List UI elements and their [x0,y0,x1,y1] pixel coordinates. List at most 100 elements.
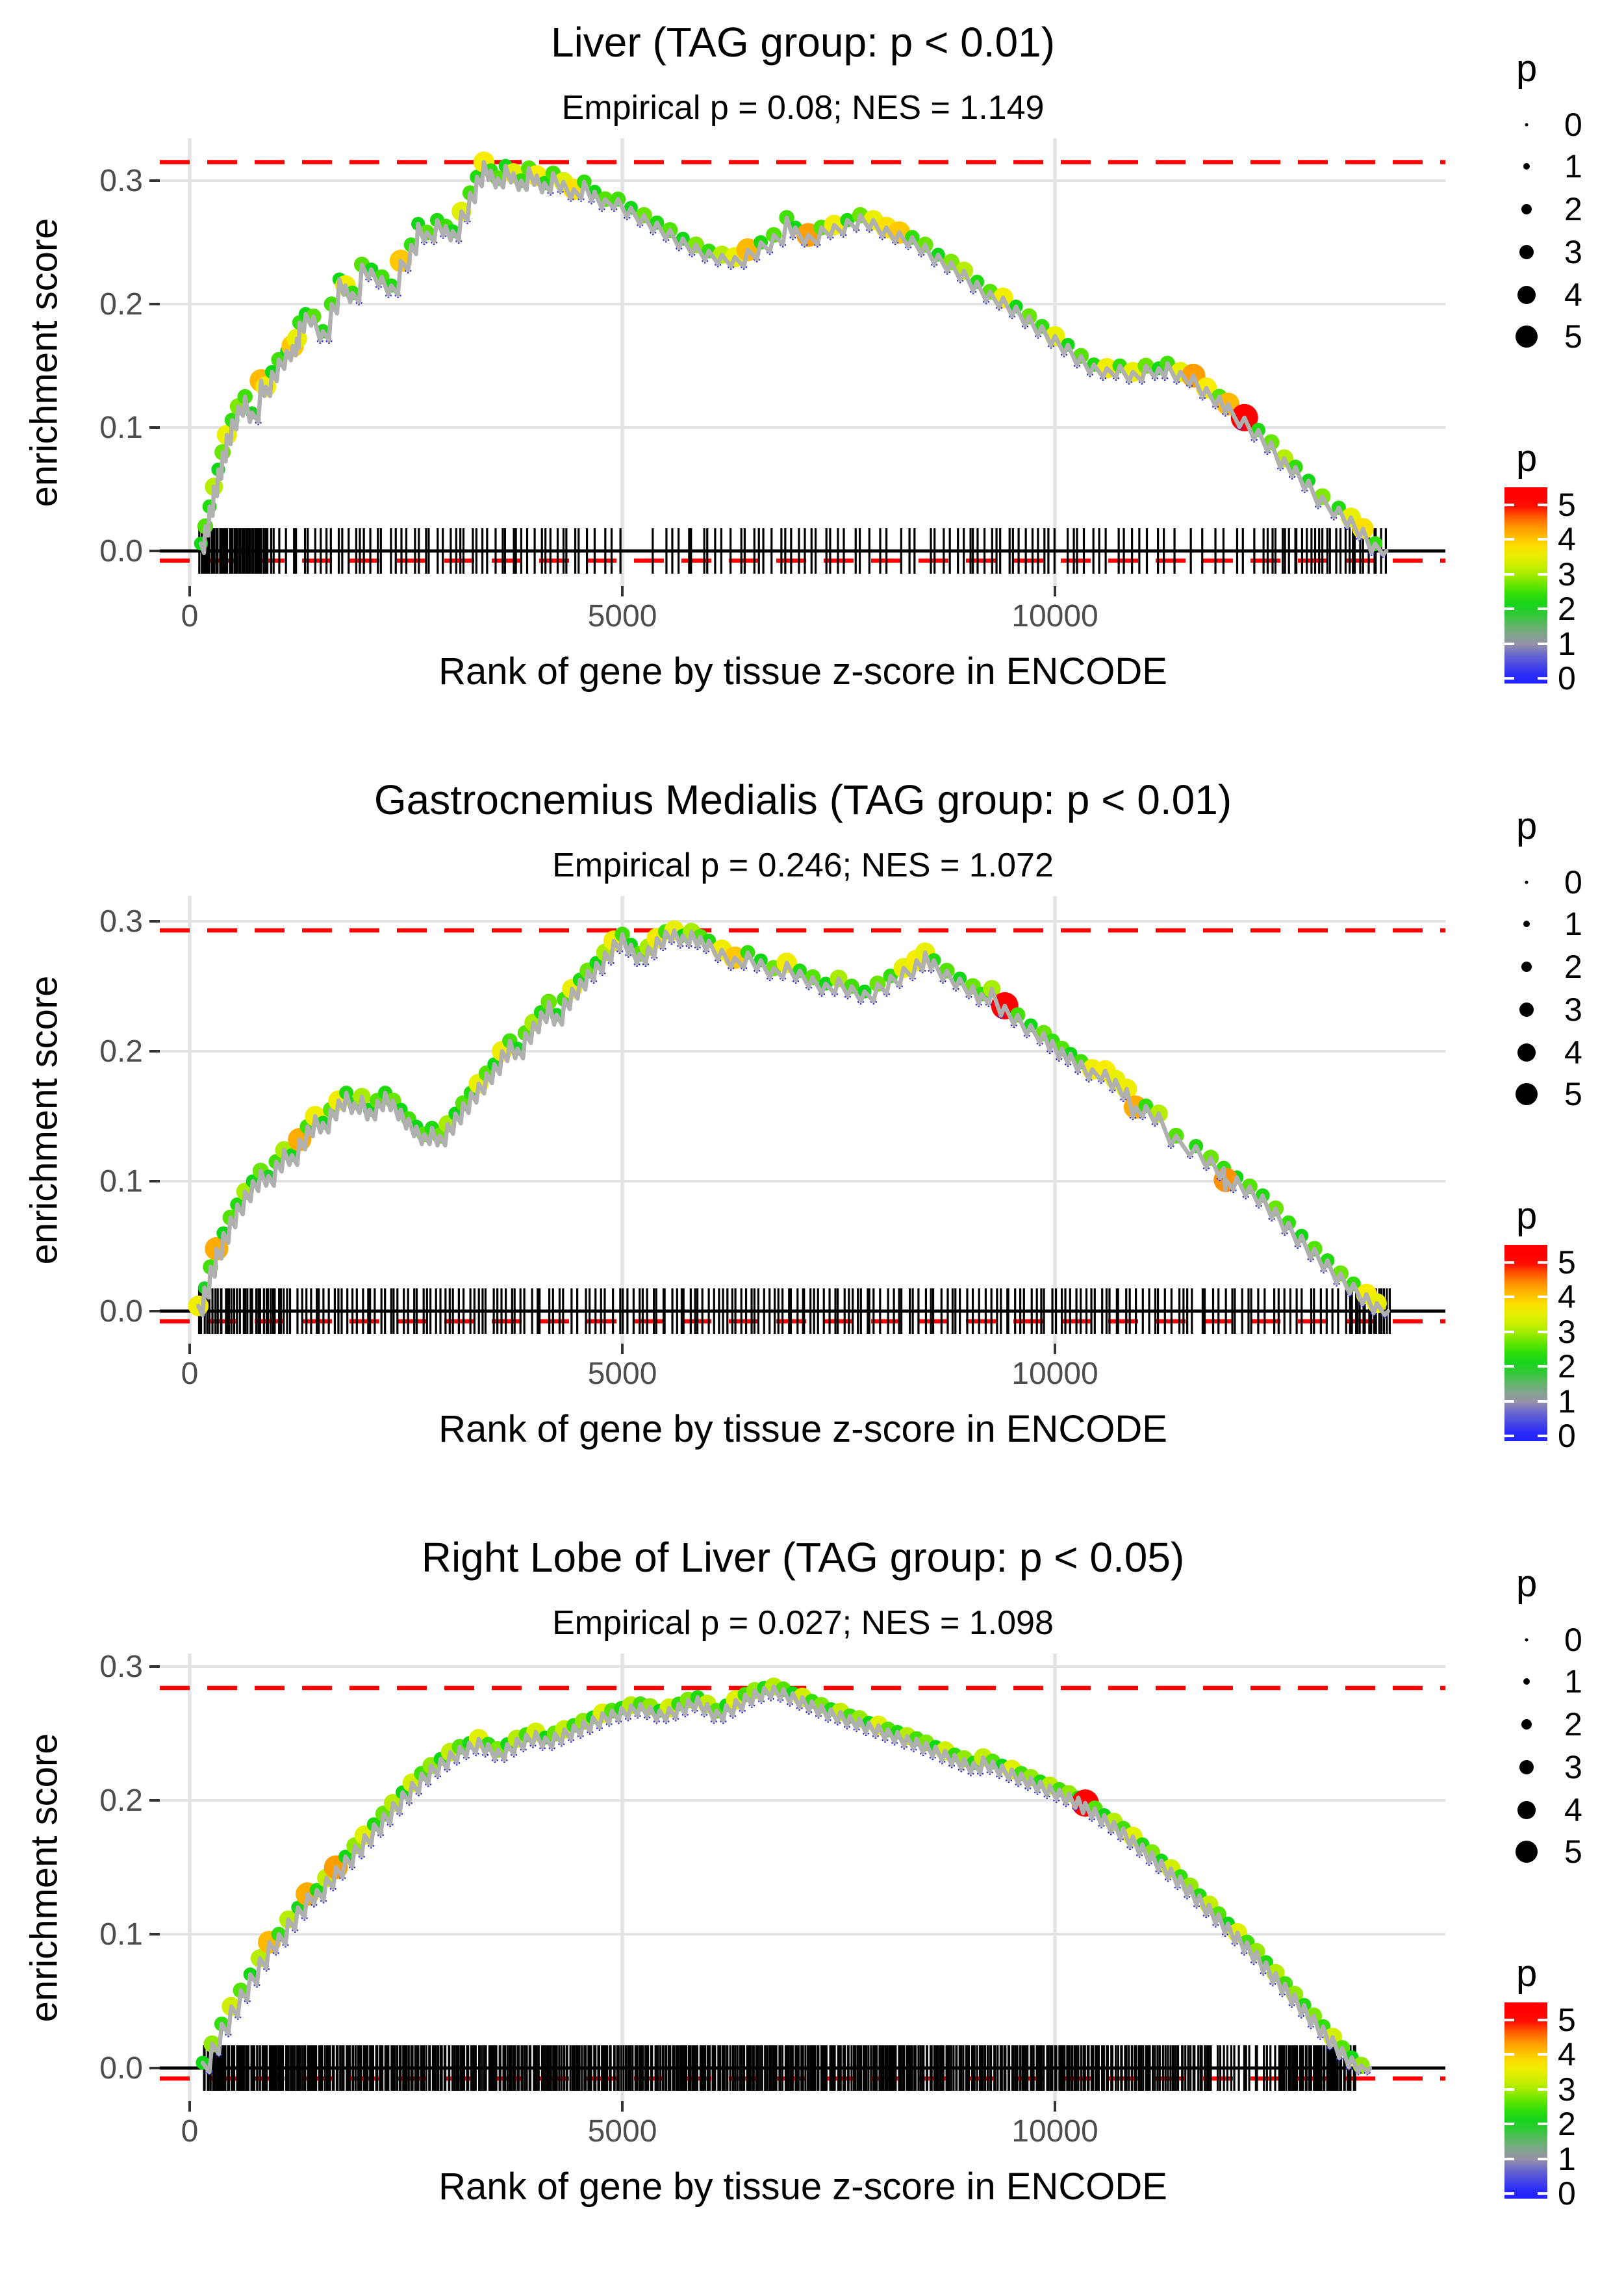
trough-dot [642,960,650,967]
panel-subtitle: Empirical p = 0.246; NES = 1.072 [552,847,1054,884]
trough-dot [703,947,710,954]
size-legend-dot [1525,123,1529,127]
trough-dot [624,213,631,221]
x-tick-label: 0 [181,1357,199,1391]
trough-dot [1184,1893,1191,1900]
color-legend-title: p [1516,437,1538,479]
enrichment-curve [200,1684,1373,2075]
trough-dot [472,1749,479,1756]
trough-dot [952,984,959,992]
trough-dot [958,1765,965,1772]
size-legend-dot [1525,880,1529,884]
trough-dot [1294,1242,1301,1249]
trough-dot [1221,1930,1229,1937]
color-legend-label: 5 [1558,1244,1576,1281]
enrichment-curve [196,928,1391,1318]
trough-dot [957,276,964,284]
x-axis-title: Rank of gene by tissue z-score in ENCODE [438,650,1167,693]
size-legend-label: 2 [1564,191,1582,227]
trough-dot [757,1697,765,1704]
color-legend-label: 0 [1558,1418,1576,1454]
x-tick-label: 5000 [588,1357,657,1391]
trough-dot [668,938,676,945]
trough-dot [529,1741,537,1748]
x-tick-label: 10000 [1011,1357,1098,1391]
trough-dot [1167,1142,1174,1149]
size-legend-label: 4 [1564,1034,1582,1071]
size-legend-dot [1517,286,1536,304]
trough-dot [1161,374,1169,381]
y-tick-label: 0.1 [99,411,143,445]
trough-dot [676,244,683,251]
trough-dot [1345,2063,1352,2071]
size-legend: 0 1 2 3 4 5 [1516,107,1582,355]
trough-dot [857,997,865,1005]
size-legend-label: 1 [1564,1663,1582,1700]
y-tick-label: 0.1 [99,1917,143,1952]
trough-dot [644,1713,651,1720]
color-legend-bar [1504,1245,1547,1441]
trough-dot [590,977,598,984]
trough-dot [444,1765,451,1772]
trough-dot [301,1914,308,1921]
trough-dot [1085,1075,1093,1083]
trough-dot [598,205,605,212]
trough-dot [882,1736,889,1743]
size-legend-label: 2 [1564,1706,1582,1743]
trough-dot [818,990,826,997]
trough-dot [624,1715,632,1722]
color-legend-label: 4 [1558,1279,1576,1315]
trough-dot [316,337,324,344]
y-tick-label: 0.0 [99,534,143,568]
size-legend-label: 5 [1564,1076,1582,1112]
panel-subtitle: Empirical p = 0.08; NES = 1.149 [561,89,1045,127]
size-legend-dot [1519,1760,1534,1774]
trough-dot [663,236,670,243]
trough-dot [650,228,657,235]
trough-dot [1301,486,1308,494]
trough-dot [1034,332,1042,339]
trough-dot [965,992,972,1000]
gridlines [160,896,1445,1344]
trough-dot [577,1731,584,1739]
trough-dot [1268,1214,1275,1222]
size-legend-title: p [1516,805,1538,847]
trough-dot [1333,1279,1340,1287]
size-legend-label: 4 [1564,277,1582,313]
panel-title: Right Lobe of Liver (TAG group: p < 0.05… [421,1534,1185,1581]
x-tick-label: 0 [181,599,199,633]
color-legend-label: 2 [1558,1348,1576,1385]
trough-dot [425,1780,432,1787]
trough-dot [1250,1958,1258,1965]
x-tick-label: 10000 [1011,2114,1098,2149]
trough-dot [1125,377,1132,385]
trough-dot [996,1772,1003,1779]
size-legend-label: 3 [1564,991,1582,1028]
x-axis-title: Rank of gene by tissue z-score in ENCODE [438,2165,1167,2208]
trough-dot [1109,1086,1116,1093]
color-legend-label: 0 [1558,2175,1576,2212]
y-tick-label: 0.0 [99,1294,143,1329]
size-legend-label: 1 [1564,906,1582,942]
trough-dot [420,238,428,246]
trough-dot [1126,1843,1134,1850]
trough-dot [789,233,796,240]
trough-dot [997,1012,1004,1019]
trough-dot [928,966,935,974]
trough-dot [694,943,701,951]
trough-dot [866,225,873,233]
trough-dot [1212,1921,1219,1928]
trough-dot [1317,2033,1324,2040]
color-legend-label: 3 [1558,2071,1576,2108]
color-legend-label: 3 [1558,556,1576,593]
panel-gastrocnemius-medialis: Gastrocnemius Medialis (TAG group: p < 0… [0,758,1624,1516]
size-legend-label: 1 [1564,148,1582,185]
panel-right-lobe-of-liver: Right Lobe of Liver (TAG group: p < 0.05… [0,1515,1624,2274]
size-legend-dot [1519,1003,1534,1017]
trough-dot [588,198,595,205]
trough-dot [1099,374,1107,381]
